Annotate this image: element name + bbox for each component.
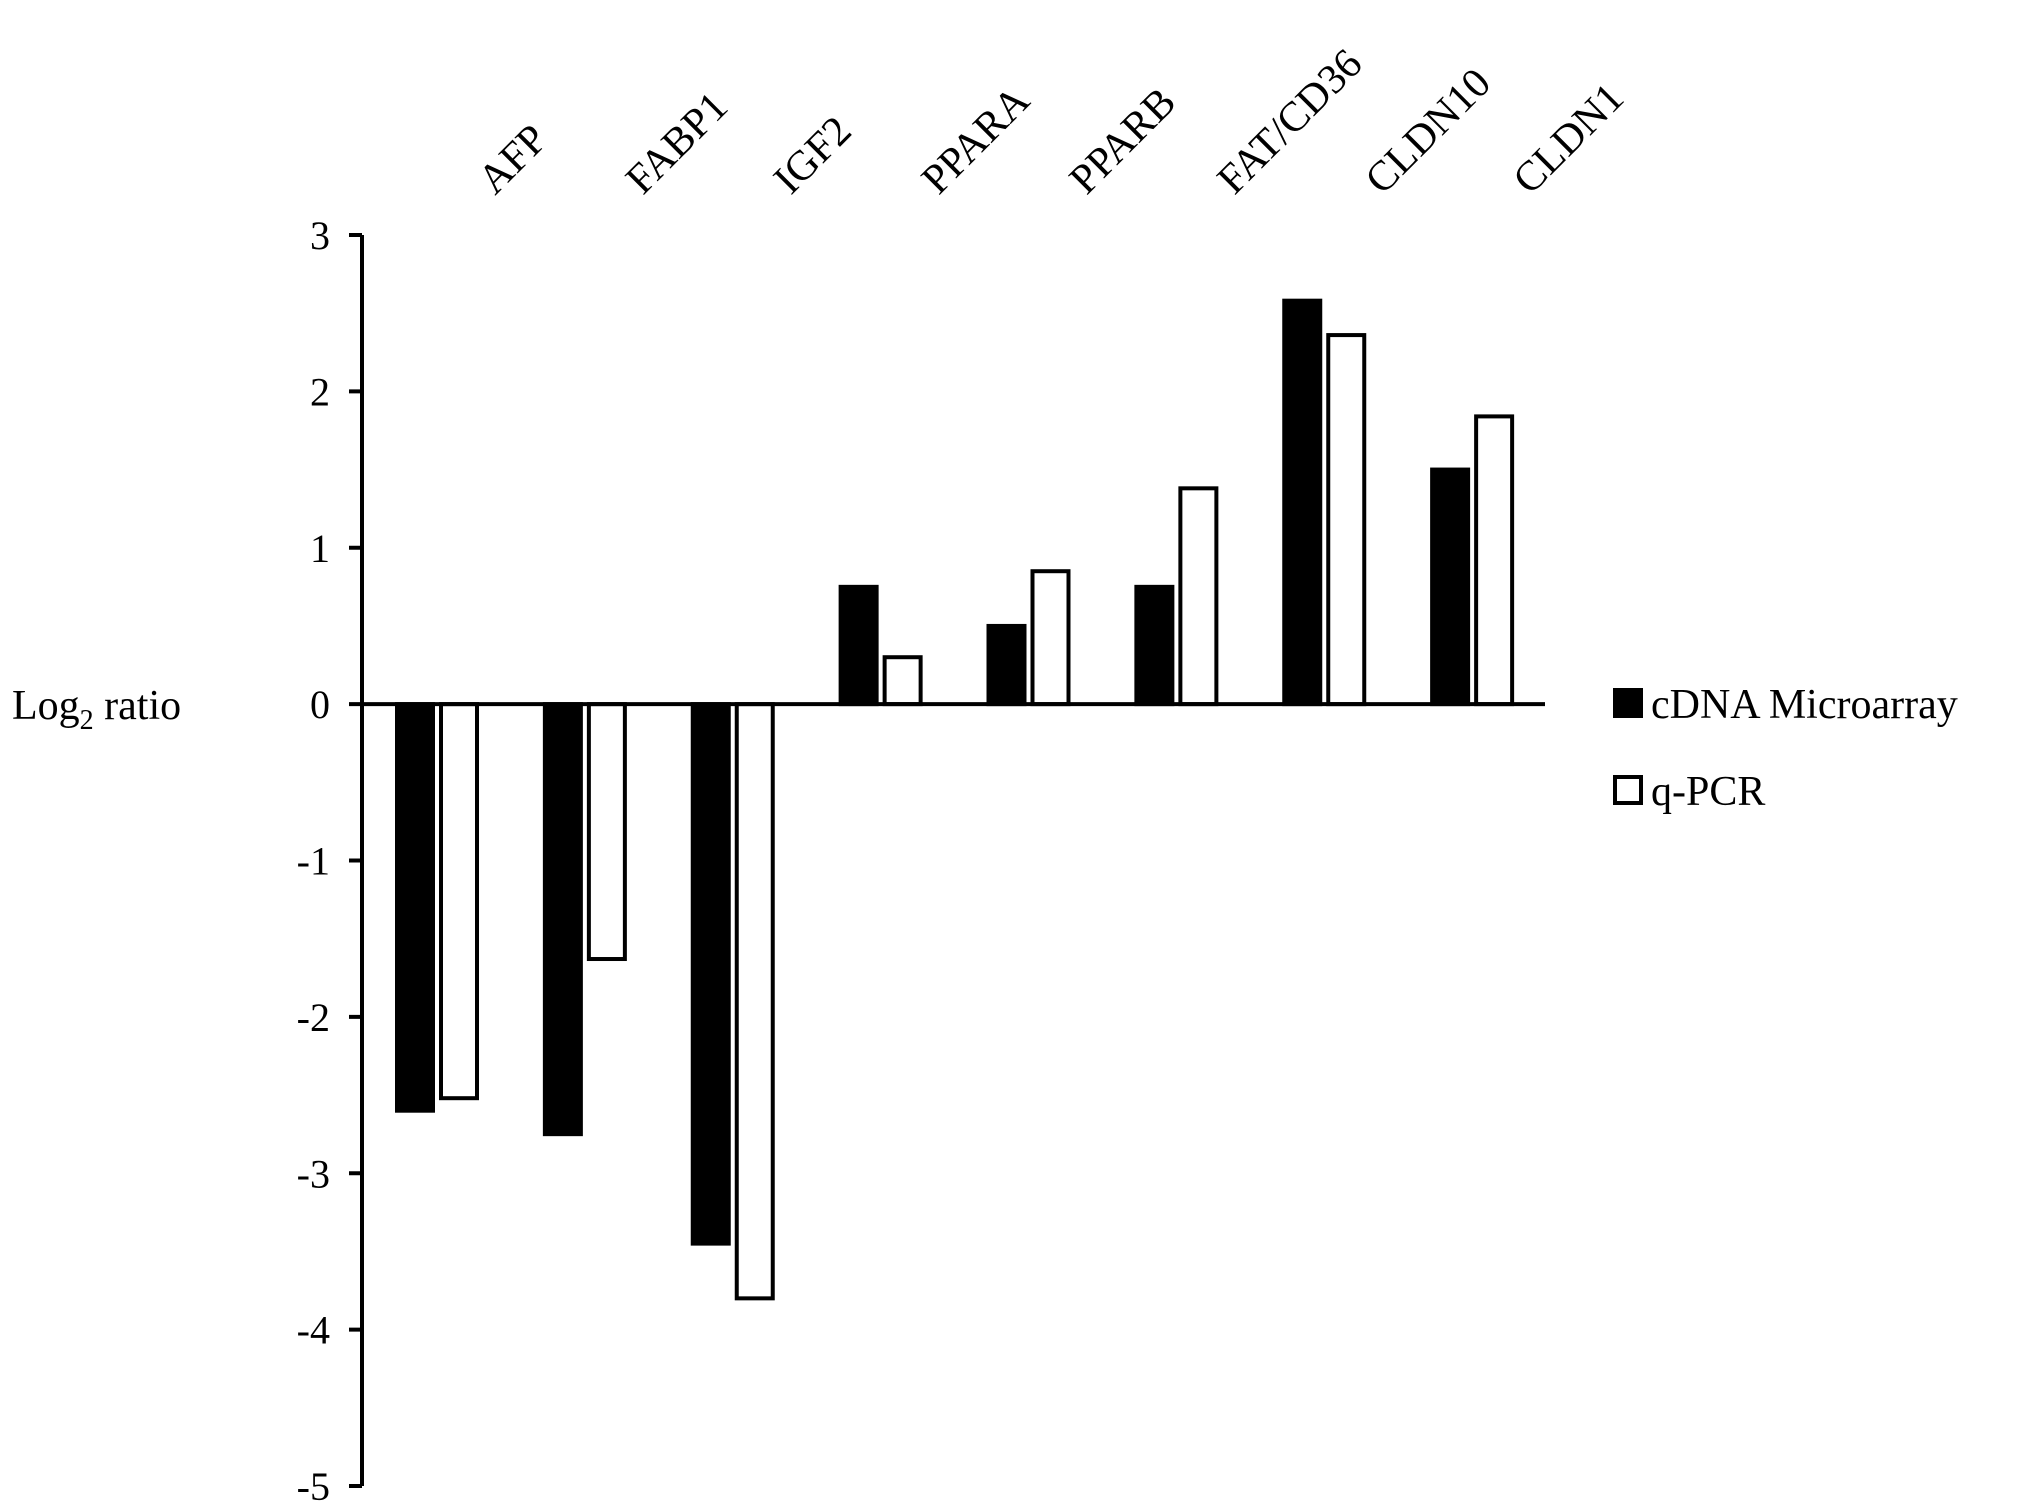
y-tick-label: 2	[310, 369, 330, 414]
legend-swatch	[1613, 775, 1643, 805]
axes-layer	[360, 235, 1545, 1486]
bar-afp-series-2	[439, 702, 479, 1101]
legend: cDNA Microarray q-PCR	[1613, 682, 1958, 815]
category-label: IGF2	[765, 108, 860, 203]
bar-fat-cd36-series-1	[1134, 584, 1175, 707]
bar-pparb-series-1	[986, 623, 1027, 707]
bar-fabp1-series-1	[542, 702, 583, 1137]
category-label: FABP1	[617, 84, 736, 203]
y-axis-title: Log2 ratio	[12, 683, 181, 736]
y-tick-label: -3	[297, 1151, 330, 1196]
bar-igf2-series-2	[734, 702, 775, 1301]
bar-fabp1-series-2	[586, 702, 627, 962]
bar-pparb-series-2	[1030, 569, 1071, 707]
y-tick-label: -4	[297, 1308, 330, 1353]
category-label: PPARB	[1061, 79, 1185, 203]
legend-swatch	[1613, 688, 1643, 718]
bar-cldn10-series-1	[1282, 298, 1323, 707]
legend-label: q-PCR	[1651, 769, 1765, 815]
y-tick-label: -1	[297, 839, 330, 884]
y-tick-label: 1	[310, 526, 330, 571]
y-tick-label: 3	[310, 213, 330, 258]
y-axis-label: Log2 ratio	[12, 683, 181, 736]
y-tick-label: -2	[297, 995, 330, 1040]
y-ticks: 3 2 1 0 -1 -2 -3 -4 -5	[297, 213, 362, 1509]
bar-cldn1-series-2	[1474, 414, 1515, 707]
bar-ppara-series-1	[838, 584, 879, 707]
bars-layer	[395, 298, 1515, 1301]
category-label: AFP	[470, 116, 557, 203]
category-label: FAT/CD36	[1209, 41, 1371, 203]
bar-afp-series-1	[395, 702, 435, 1113]
bar-igf2-series-1	[690, 702, 731, 1246]
legend-label: cDNA Microarray	[1651, 682, 1958, 728]
bar-fat-cd36-series-2	[1178, 486, 1219, 707]
category-label: CLDN1	[1505, 75, 1633, 203]
y-tick-label: -5	[297, 1464, 330, 1509]
bar-cldn10-series-2	[1326, 333, 1367, 707]
bar-cldn1-series-1	[1430, 467, 1471, 707]
y-tick-label: 0	[310, 682, 330, 727]
bar-ppara-series-2	[882, 655, 923, 707]
category-label: PPARA	[913, 77, 1039, 203]
category-label: CLDN10	[1357, 60, 1500, 203]
